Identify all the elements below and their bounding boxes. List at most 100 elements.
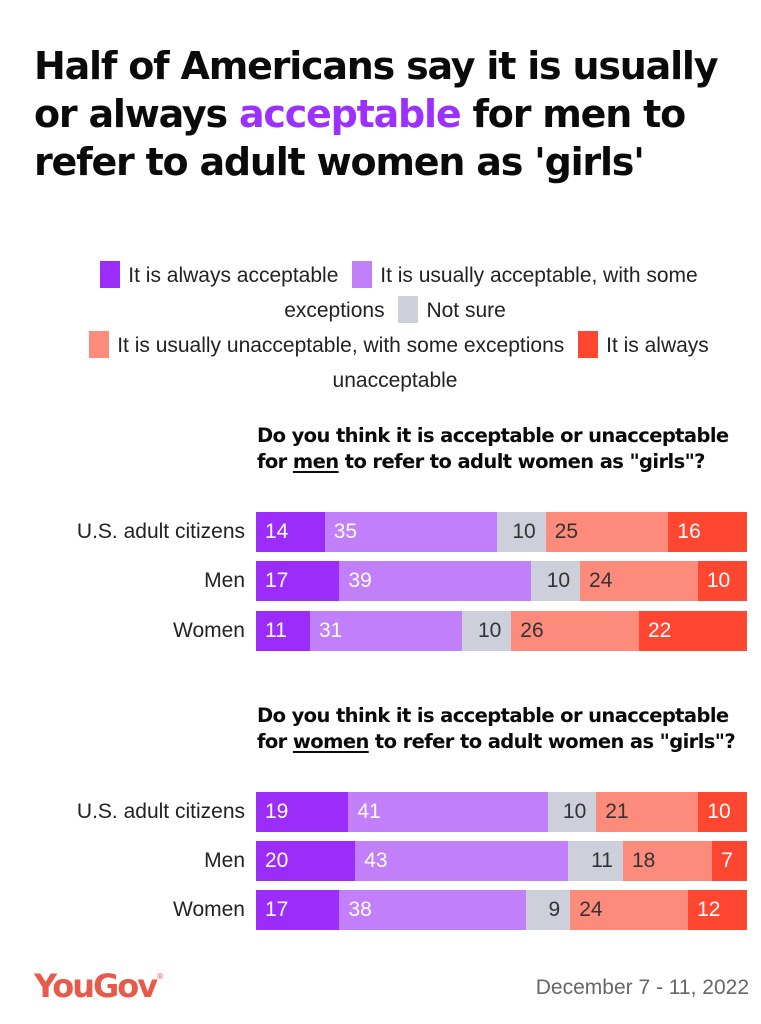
question-text: Do you think it is acceptable or unaccep… — [257, 424, 729, 473]
data-label: 18 — [631, 849, 656, 872]
data-label: 10 — [512, 520, 536, 543]
data-label: 21 — [605, 800, 629, 823]
row-label: U.S. adult citizens — [76, 520, 245, 543]
row-label: Women — [173, 619, 245, 642]
data-label: 10 — [562, 800, 587, 823]
bar-segment: 11 — [568, 841, 623, 881]
stacked-bar: 17 39 10 24 10 — [256, 561, 747, 601]
legend: It is always acceptable It is usually ac… — [40, 258, 750, 398]
legend-label: It is always unacceptable — [332, 334, 709, 392]
data-label: 11 — [591, 849, 613, 872]
data-label: 7 — [721, 849, 733, 872]
bar-segment: 20 — [256, 841, 356, 881]
data-label: 24 — [589, 569, 613, 592]
row-label: Men — [204, 849, 245, 872]
legend-swatch — [100, 261, 121, 288]
bar-segment: 39 — [339, 561, 531, 601]
data-label: 10 — [477, 619, 502, 642]
row-label: Women — [173, 898, 245, 921]
title-text-end: for men to refer to adult women as 'girl… — [34, 92, 686, 184]
title-text: Half of Americans say it is usually or a… — [34, 44, 718, 136]
legend-swatch — [352, 261, 373, 288]
legend-item: It is usually acceptable, with some exce… — [284, 261, 698, 322]
stacked-bar: 11 31 10 26 22 — [256, 611, 747, 651]
bar-segment: 18 — [622, 841, 713, 881]
bar-segment: 26 — [511, 611, 639, 651]
data-label: 10 — [706, 569, 731, 592]
data-label: 24 — [579, 898, 603, 921]
row-label: U.S. adult citizens — [76, 800, 245, 823]
logo-text: YouGov — [34, 967, 158, 1005]
legend-item: It is usually unacceptable, with some ex… — [81, 331, 565, 358]
bar-segment: 22 — [638, 611, 747, 651]
bar-segment: 10 — [547, 792, 597, 832]
data-label: 35 — [333, 520, 358, 543]
data-label: 22 — [647, 619, 672, 642]
bar-segment: 25 — [545, 512, 669, 552]
data-label: 17 — [265, 569, 289, 592]
bar-segment: 35 — [324, 512, 497, 552]
data-label: 17 — [265, 898, 289, 921]
bar-segment: 12 — [688, 890, 747, 930]
stacked-bar: 17 38 9 24 12 — [256, 890, 747, 930]
bar-segment: 41 — [348, 792, 548, 832]
data-label: 26 — [520, 619, 544, 642]
row-label: Men — [204, 569, 245, 592]
bar-segment: 17 — [256, 561, 340, 601]
bar-segment: 16 — [668, 512, 747, 552]
question-title-men: Do you think it is acceptable or unaccep… — [257, 423, 757, 475]
data-label: 31 — [319, 619, 343, 642]
bar-segment: 10 — [698, 792, 747, 832]
data-label: 43 — [364, 849, 388, 872]
bar-segment: 11 — [256, 611, 310, 651]
legend-label: It is usually acceptable, with some exce… — [284, 264, 698, 322]
data-label: 10 — [707, 800, 731, 823]
bar-segment: 7 — [712, 841, 747, 881]
bar-segment: 31 — [310, 611, 463, 651]
stacked-bar: 19 41 10 21 10 — [256, 792, 747, 832]
data-label: 9 — [548, 898, 561, 921]
legend-label: It is always acceptable — [128, 264, 339, 287]
data-label: 39 — [348, 569, 372, 592]
stacked-bar: 20 43 11 18 7 — [256, 841, 747, 881]
question-title-women: Do you think it is acceptable or unaccep… — [257, 703, 757, 755]
data-label: 38 — [348, 898, 372, 921]
legend-item: It is always unacceptable — [332, 331, 709, 392]
data-label: 41 — [357, 800, 381, 823]
data-label: 20 — [265, 849, 289, 872]
title-highlight: acceptable — [238, 92, 462, 136]
chart-title: Half of Americans say it is usually or a… — [34, 42, 744, 186]
legend-swatch — [398, 296, 419, 323]
legend-item: Not sure — [390, 296, 506, 323]
bar-segment: 19 — [256, 792, 349, 832]
legend-label: It is usually unacceptable, with some ex… — [117, 334, 565, 357]
legend-swatch — [89, 331, 110, 358]
question-text: Do you think it is acceptable or unaccep… — [257, 704, 729, 753]
bar-segment: 43 — [355, 841, 569, 881]
bar-segment: 38 — [339, 890, 527, 930]
legend-label: Not sure — [426, 299, 506, 322]
legend-item: It is always acceptable — [92, 261, 339, 288]
data-label: 12 — [697, 898, 721, 921]
bar-segment: 21 — [596, 792, 699, 832]
survey-date: December 7 - 11, 2022 — [535, 976, 749, 999]
bar-segment: 10 — [496, 512, 546, 552]
registered-mark: ® — [156, 972, 165, 981]
bar-segment: 10 — [530, 561, 581, 601]
bar-segment: 24 — [580, 561, 698, 601]
data-label: 14 — [265, 520, 289, 543]
question-underlined: women — [292, 730, 369, 753]
bar-segment: 14 — [256, 512, 325, 552]
question-text-end: to refer to adult women as "girls"? — [338, 450, 706, 473]
bar-segment: 24 — [570, 890, 689, 930]
question-underlined: men — [292, 450, 339, 473]
bar-segment: 17 — [256, 890, 340, 930]
bar-segment: 10 — [697, 561, 747, 601]
stacked-bar: 14 35 10 25 16 — [256, 512, 747, 552]
data-label: 16 — [677, 520, 701, 543]
data-label: 19 — [265, 800, 289, 823]
bar-segment: 9 — [526, 890, 571, 930]
legend-swatch — [578, 331, 599, 358]
data-label: 11 — [265, 619, 287, 642]
question-text-end: to refer to adult women as "girls"? — [368, 730, 736, 753]
